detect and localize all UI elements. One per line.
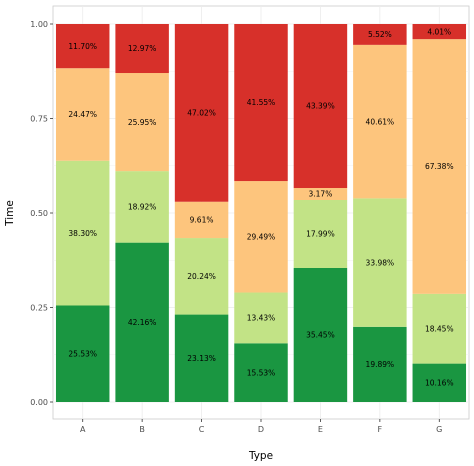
segment-value-label: 10.16%: [425, 378, 454, 387]
bar-segment: [55, 305, 110, 402]
bar-segment: [55, 68, 110, 161]
segment-value-label: 15.53%: [247, 368, 276, 377]
segment-value-label: 18.45%: [425, 324, 454, 333]
bar-segment: [115, 171, 169, 243]
bar-segment: [55, 160, 110, 306]
bar-segment: [234, 292, 288, 344]
segment-value-label: 5.52%: [368, 30, 392, 39]
segment-value-label: 13.43%: [247, 314, 276, 323]
segment-value-label: 20.24%: [187, 272, 216, 281]
segment-value-label: 42.16%: [128, 318, 157, 327]
segment-value-label: 29.49%: [247, 232, 276, 241]
segment-value-label: 43.39%: [306, 102, 335, 111]
bar-segment: [174, 238, 229, 315]
x-tick-label: F: [378, 425, 383, 434]
bar-segment: [353, 44, 407, 199]
bar-segment: [412, 293, 467, 364]
segment-value-label: 9.61%: [190, 216, 214, 225]
x-tick-label: B: [139, 425, 145, 434]
bar-segment: [293, 199, 348, 268]
bar-segment: [234, 343, 288, 402]
bar-segment: [115, 73, 169, 172]
segment-value-label: 24.47%: [68, 110, 97, 119]
bar-segment: [115, 242, 169, 402]
y-tick-label: 0.00: [30, 398, 48, 407]
segment-value-label: 40.61%: [366, 117, 395, 126]
bar-segment: [412, 39, 467, 294]
x-tick-label: C: [199, 425, 205, 434]
bar-segment: [174, 314, 229, 402]
x-tick-label: E: [318, 425, 323, 434]
segment-value-label: 17.99%: [306, 230, 335, 239]
segment-value-label: 23.13%: [187, 354, 216, 363]
bar-segment: [412, 363, 467, 402]
bar-segment: [293, 267, 348, 402]
segment-value-label: 67.38%: [425, 162, 454, 171]
segment-value-label: 25.95%: [128, 118, 157, 127]
bar-segment: [234, 181, 288, 293]
segment-value-label: 35.45%: [306, 331, 335, 340]
bar-segment: [353, 24, 407, 45]
bar-segment: [174, 201, 229, 239]
y-tick-label: 1.00: [30, 20, 48, 29]
segment-value-label: 12.97%: [128, 44, 157, 53]
bar-segment: [234, 24, 288, 182]
segment-value-label: 41.55%: [247, 98, 276, 107]
bar-segment: [353, 326, 407, 402]
segment-label-layer: 25.53% 38.30% 24.47% 11.70% 42.16% 18.92% 25.9…: [68, 27, 453, 387]
y-axis-title: Time: [4, 200, 16, 227]
y-tick-label: 0.50: [30, 209, 48, 218]
bar-segment: [293, 188, 348, 200]
segment-value-label: 33.98%: [366, 258, 395, 267]
y-tick-label: 0.75: [30, 115, 48, 124]
segment-value-label: 25.53%: [68, 349, 97, 358]
x-tick-label: A: [80, 425, 86, 434]
bar-segment: [353, 198, 407, 327]
bar-segment: [412, 24, 467, 40]
x-tick-label: D: [258, 425, 264, 434]
axis-layer: 0.00 0.25 0.50 0.75 1.00 A B C D E F G: [30, 20, 442, 434]
bar-segment: [115, 24, 169, 74]
segment-value-label: 11.70%: [68, 42, 97, 51]
segment-value-label: 47.02%: [187, 109, 216, 118]
x-tick-label: G: [436, 425, 442, 434]
segment-value-label: 3.17%: [309, 190, 333, 199]
bar-layer: [55, 24, 467, 402]
bar-segment: [174, 24, 229, 202]
x-axis-title: Type: [248, 450, 273, 462]
segment-value-label: 19.89%: [366, 360, 395, 369]
bar-segment: [293, 24, 348, 189]
y-tick-label: 0.25: [30, 304, 48, 313]
segment-value-label: 4.01%: [427, 27, 451, 36]
segment-value-label: 38.30%: [68, 229, 97, 238]
segment-value-label: 18.92%: [128, 203, 157, 212]
bar-segment: [55, 24, 110, 69]
